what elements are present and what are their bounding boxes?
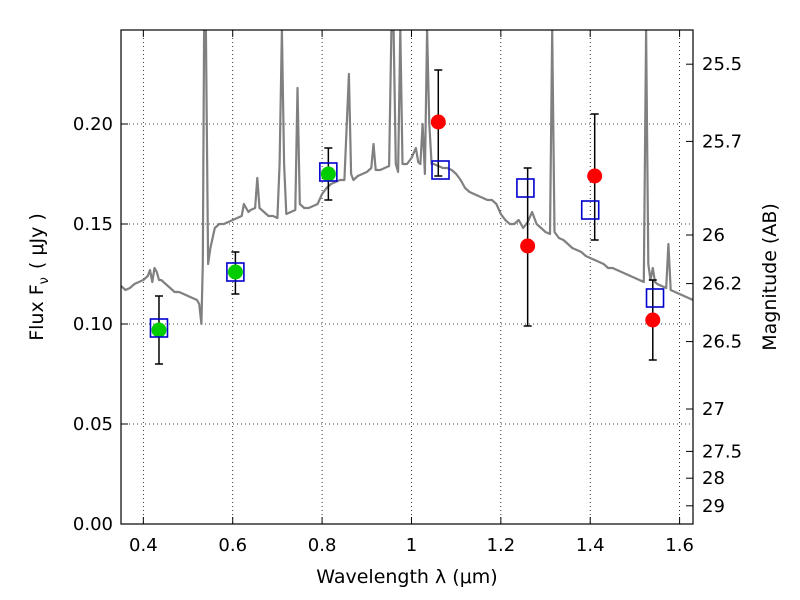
y-tick-label: 0.00 [73, 514, 113, 535]
y2-axis-label: Magnitude (AB) [759, 203, 781, 351]
data-point-circle [520, 238, 536, 254]
x-tick-label: 1 [406, 535, 417, 556]
y2-tick-label: 26 [702, 225, 725, 246]
y2-tick-label: 26.2 [702, 274, 742, 295]
y2-tick-label: 26.5 [702, 332, 742, 353]
data-point-square [431, 160, 450, 180]
spectrum-line [121, 30, 693, 326]
y-tick-label: 0.15 [73, 214, 113, 235]
data-point-circle [430, 114, 446, 130]
x-tick-label: 1.2 [487, 535, 516, 556]
data-point-square [580, 200, 600, 220]
data-point-square [226, 262, 245, 282]
y2-tick-label: 25.7 [702, 131, 742, 152]
data-point-circle [645, 312, 661, 328]
x-tick-label: 0.4 [129, 535, 158, 556]
y2-tick-label: 27.5 [702, 441, 742, 462]
model-spectrum [121, 30, 693, 326]
x-tick-label: 1.6 [665, 535, 694, 556]
data-point-circle [151, 322, 167, 338]
y-tick-label: 0.20 [73, 114, 113, 135]
data-point-square [319, 162, 338, 182]
y-axis-label: Flux Fν ( μJy ) [26, 213, 52, 341]
data-point-circle [227, 264, 243, 280]
y2-tick-label: 29 [702, 496, 725, 517]
y-axis-label-main: Flux F [26, 284, 48, 340]
data-point-circle [320, 166, 336, 182]
axis-ticks: 0.4 0.6 0.8 1 1.2 1.4 1.6 0.00 0.05 0.10 0.15 0.20 2… [73, 30, 742, 556]
y-tick-label: 0.10 [73, 314, 113, 335]
x-axis-label: Wavelength λ (μm) [316, 566, 497, 588]
x-tick-label: 0.6 [218, 535, 247, 556]
y2-tick-label: 28 [702, 468, 725, 489]
y-axis-label-subscript: ν [37, 277, 52, 284]
y-tick-label: 0.05 [73, 414, 113, 435]
data-point-circle [587, 168, 603, 184]
x-tick-label: 0.8 [308, 535, 337, 556]
data-point-square [516, 178, 535, 198]
data-point-square [645, 288, 665, 308]
y-axis-label-unit: ( μJy ) [26, 213, 48, 269]
data-point-square [149, 318, 169, 338]
y2-tick-label: 25.5 [702, 54, 742, 75]
plot-frame [120, 29, 694, 525]
data-markers [149, 114, 665, 338]
y2-tick-label: 27 [702, 399, 725, 420]
x-tick-label: 1.4 [576, 535, 605, 556]
